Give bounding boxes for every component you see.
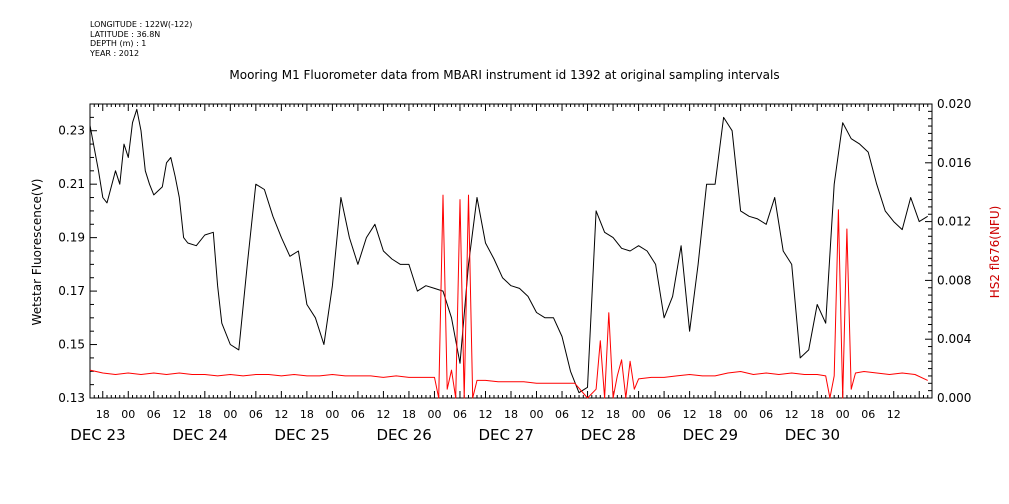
x-tick-label: 06 [453,408,467,421]
y2-axis-label: HS2 fl676(NFU) [988,206,1002,299]
x-tick-label: 18 [96,408,110,421]
x-tick-label: 00 [734,408,748,421]
y-tick-label: 0.13 [58,391,85,405]
x-tick-label: 12 [478,408,492,421]
x-tick-label: 12 [274,408,288,421]
depth-text: DEPTH (m) : 1 [90,39,147,48]
y2-tick-label: 0.012 [937,215,971,229]
x-day-label: DEC 23 [70,426,125,444]
year-text: YEAR : 2012 [90,48,140,58]
x-day-label: DEC 26 [376,426,431,444]
latitude-text: LATITUDE : 36.8N [90,29,161,39]
x-tick-label: 06 [249,408,263,421]
x-tick-label: 00 [121,408,135,421]
x-day-label: DEC 28 [581,426,636,444]
x-tick-label: 06 [351,408,365,421]
x-tick-label: 00 [427,408,441,421]
x-tick-label: 00 [325,408,339,421]
x-tick-label: 12 [683,408,697,421]
x-tick-label: 18 [708,408,722,421]
x-day-label: DEC 29 [683,426,738,444]
metadata-block: LONGITUDE : 122W(-122) LATITUDE : 36.8N … [90,20,192,58]
y2-tick-label: 0.020 [937,97,971,111]
y2-tick-label: 0.004 [937,332,971,346]
x-tick-label: 18 [606,408,620,421]
x-day-label: DEC 25 [274,426,329,444]
y-tick-label: 0.19 [58,231,85,245]
x-tick-label: 12 [172,408,186,421]
x-tick-label: 18 [300,408,314,421]
x-day-label: DEC 24 [172,426,227,444]
x-tick-label: 00 [836,408,850,421]
y2-tick-label: 0.000 [937,391,971,405]
y-tick-label: 0.23 [58,124,85,138]
x-tick-label: 18 [810,408,824,421]
x-tick-label: 12 [887,408,901,421]
series-line-hs2-fl676 [89,194,928,399]
x-day-label: DEC 30 [785,426,840,444]
y-axis-label: Wetstar Fluorescence(V) [30,179,44,326]
x-tick-label: 18 [198,408,212,421]
plot-frame [89,103,933,399]
x-tick-label: 06 [657,408,671,421]
x-day-label: DEC 27 [479,426,534,444]
x-tick-label: 00 [632,408,646,421]
longitude-text: LONGITUDE : 122W(-122) [90,20,193,29]
x-tick-label: 06 [861,408,875,421]
x-tick-label: 00 [530,408,544,421]
chart-title: Mooring M1 Fluorometer data from MBARI i… [229,68,780,82]
y2-tick-label: 0.008 [937,273,971,287]
series-line-wetstar [89,108,928,394]
x-tick-label: 12 [581,408,595,421]
x-tick-label: 00 [223,408,237,421]
x-tick-label: 12 [785,408,799,421]
x-tick-label: 06 [147,408,161,421]
x-tick-label: 06 [759,408,773,421]
x-tick-label: 18 [504,408,518,421]
series-group [89,108,928,399]
x-tick-label: 12 [376,408,390,421]
y2-tick-label: 0.016 [937,156,971,170]
y-tick-label: 0.17 [58,284,85,298]
x-tick-label: 06 [555,408,569,421]
axes-group: 18 00 06 12 18 00 06 12 18 00 06 12 18 00 06 12 18 00 06 12… [58,97,971,444]
y-tick-label: 0.21 [58,177,85,191]
y-tick-label: 0.15 [58,338,85,352]
x-tick-label: 18 [402,408,416,421]
